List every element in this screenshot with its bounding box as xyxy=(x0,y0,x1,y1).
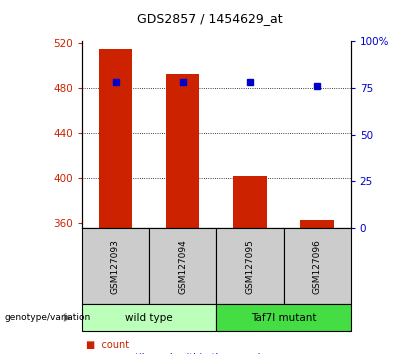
Bar xyxy=(216,228,284,304)
Bar xyxy=(99,48,132,228)
Bar xyxy=(166,74,200,228)
Text: GSM127094: GSM127094 xyxy=(178,239,187,294)
Text: GSM127095: GSM127095 xyxy=(245,239,255,294)
Bar xyxy=(82,304,216,331)
Text: Taf7l mutant: Taf7l mutant xyxy=(251,313,316,323)
Text: genotype/variation: genotype/variation xyxy=(4,313,90,322)
Text: wild type: wild type xyxy=(125,313,173,323)
Bar xyxy=(284,228,351,304)
Bar xyxy=(82,228,149,304)
Text: GSM127093: GSM127093 xyxy=(111,239,120,294)
Text: GDS2857 / 1454629_at: GDS2857 / 1454629_at xyxy=(137,12,283,25)
Bar xyxy=(216,304,351,331)
Bar xyxy=(233,176,267,228)
Bar xyxy=(149,228,216,304)
Bar xyxy=(300,221,334,228)
Text: ■  count: ■ count xyxy=(86,340,129,350)
Text: ■  percentile rank within the sample: ■ percentile rank within the sample xyxy=(86,353,267,354)
Text: GSM127096: GSM127096 xyxy=(312,239,322,294)
